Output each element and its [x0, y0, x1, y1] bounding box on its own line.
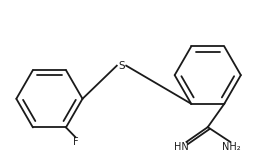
Text: S: S — [118, 61, 125, 71]
Text: HN: HN — [174, 142, 189, 152]
Text: F: F — [73, 137, 78, 147]
Text: NH₂: NH₂ — [222, 142, 241, 152]
